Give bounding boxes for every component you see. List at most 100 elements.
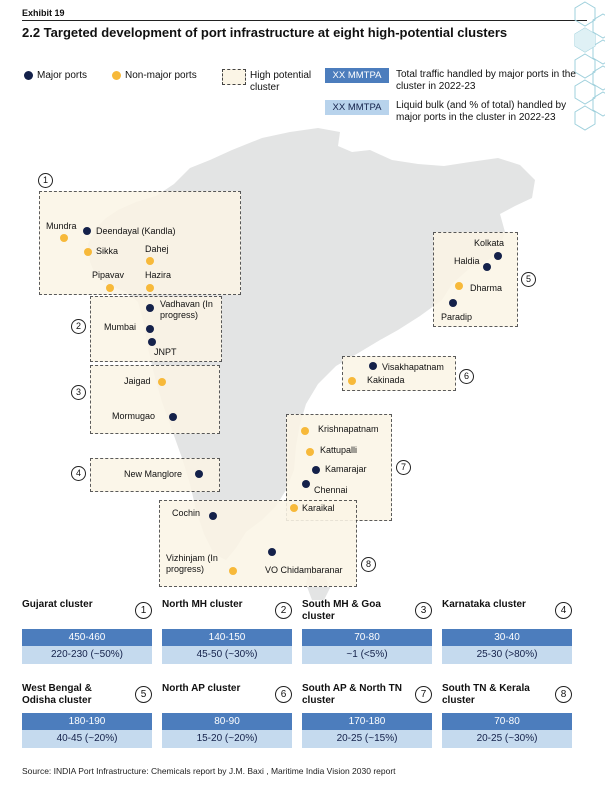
cluster-card-traffic: 80-90	[162, 713, 292, 730]
cluster-card-bulk: 45-50 (~30%)	[162, 646, 292, 664]
port-dot-kolkata[interactable]	[494, 252, 502, 260]
cluster-card-name: Gujarat cluster	[22, 599, 93, 610]
port-dot-krishnapatnam[interactable]	[301, 427, 309, 435]
port-label-vadhavan: Vadhavan (In progress)	[160, 299, 213, 320]
port-label-sikka: Sikka	[96, 246, 119, 256]
port-label-haldia: Haldia	[454, 256, 480, 266]
cluster-card-bulk: 15-20 (~20%)	[162, 730, 292, 748]
legend-bulk-tag: XX MMTPA	[325, 100, 389, 115]
cluster-box-4	[90, 458, 220, 492]
port-label-visakhapatnam: Visakhapatnam	[382, 362, 444, 372]
cluster-card-2: North MH cluster 2 140-150 45-50 (~30%)	[162, 599, 292, 665]
cluster-box-3	[90, 365, 220, 434]
port-dot-kamarajar[interactable]	[312, 466, 320, 474]
port-dot-dharma[interactable]	[455, 282, 463, 290]
port-dot-mormugao[interactable]	[169, 413, 177, 421]
cluster-card-name: North AP cluster	[162, 683, 241, 694]
cluster-card-num: 2	[275, 602, 292, 619]
cluster-card-num: 4	[555, 602, 572, 619]
port-dot-kakinada[interactable]	[348, 377, 356, 385]
port-dot-jnpt[interactable]	[148, 338, 156, 346]
port-label-dahej: Dahej	[145, 244, 169, 254]
major-port-dot-icon	[24, 70, 33, 80]
port-dot-hazira[interactable]	[146, 284, 154, 292]
port-label-paradip: Paradip	[441, 312, 473, 322]
cluster-card-name: West Bengal & Odisha cluster	[22, 683, 92, 706]
port-label-pipavav: Pipavav	[92, 270, 125, 280]
port-label-new-manglore: New Manglore	[124, 469, 183, 479]
port-label-vo-chidambaranar: VO Chidambaranar	[265, 565, 343, 575]
port-dot-vizhinjam[interactable]	[229, 567, 237, 575]
port-dot-paradip[interactable]	[449, 299, 457, 307]
port-dot-kattupalli[interactable]	[306, 448, 314, 456]
port-label-kamarajar: Kamarajar	[325, 464, 367, 474]
cluster-card-8: South TN & Kerala cluster 8 70-80 20-25 …	[442, 683, 572, 749]
port-label-vizhinjam: Vizhinjam (In progress)	[166, 553, 218, 574]
port-dot-sikka[interactable]	[84, 248, 92, 256]
port-dot-new-manglore[interactable]	[195, 470, 203, 478]
port-label-jnpt: JNPT	[154, 347, 177, 357]
legend-cluster-swatch	[222, 69, 246, 85]
port-label-kolkata: Kolkata	[474, 238, 505, 248]
cluster-card-traffic: 450-460	[22, 629, 152, 646]
cluster-card-7: South AP & North TN cluster 7 170-180 20…	[302, 683, 432, 749]
cluster-box-1	[39, 191, 241, 295]
port-dot-pipavav[interactable]	[106, 284, 114, 292]
cluster-card-traffic: 180-190	[22, 713, 152, 730]
legend-traffic-desc: Total traffic handled by major ports in …	[396, 69, 576, 92]
cluster-card-5: West Bengal & Odisha cluster 5 180-190 4…	[22, 683, 152, 749]
cluster-card-bulk: 20-25 (~30%)	[442, 730, 572, 748]
port-dot-chennai[interactable]	[302, 480, 310, 488]
port-dot-cochin[interactable]	[209, 512, 217, 520]
cluster-card-num: 7	[415, 686, 432, 703]
cluster-card-bulk: 20-25 (~15%)	[302, 730, 432, 748]
cluster-card-num: 6	[275, 686, 292, 703]
cluster-box-6	[342, 356, 456, 391]
cluster-card-name: Karnataka cluster	[442, 599, 526, 610]
port-label-deendayal: Deendayal (Kandla)	[96, 226, 176, 236]
port-label-jaigad: Jaigad	[124, 376, 151, 386]
cluster-card-traffic: 140-150	[162, 629, 292, 646]
map-cluster-num-2: 2	[71, 319, 86, 334]
legend-major-label: Major ports	[37, 70, 88, 81]
cluster-card-bulk: 25-30 (>80%)	[442, 646, 572, 664]
cluster-card-name: North MH cluster	[162, 599, 243, 610]
exhibit-label: Exhibit 19	[22, 8, 65, 18]
map-cluster-num-1: 1	[38, 173, 53, 188]
port-label-mormugao: Mormugao	[112, 411, 156, 421]
legend-traffic-tag: XX MMTPA	[325, 68, 389, 83]
port-dot-deendayal[interactable]	[83, 227, 91, 235]
cluster-card-3: South MH & Goa cluster 3 70-80 ~1 (<5%)	[302, 599, 432, 665]
source-note: Source: INDIA Port Infrastructure: Chemi…	[22, 766, 396, 776]
port-label-krishnapatnam: Krishnapatnam	[318, 424, 379, 434]
port-dot-mundra[interactable]	[60, 234, 68, 242]
cluster-card-name: South AP & North TN cluster	[302, 683, 402, 706]
port-dot-visakhapatnam[interactable]	[369, 362, 377, 370]
map-cluster-num-3: 3	[71, 385, 86, 400]
port-dot-mumbai[interactable]	[146, 325, 154, 333]
port-label-mundra: Mundra	[46, 221, 77, 231]
port-dot-jaigad[interactable]	[158, 378, 166, 386]
cluster-card-name: South MH & Goa cluster	[302, 599, 381, 622]
port-label-cochin: Cochin	[172, 508, 201, 518]
map-cluster-num-4: 4	[71, 466, 86, 481]
port-label-karaikal: Karaikal	[302, 503, 335, 513]
port-dot-dahej[interactable]	[146, 257, 154, 265]
map-cluster-num-7: 7	[396, 460, 411, 475]
legend-non-major-label: Non-major ports	[125, 70, 197, 81]
cluster-card-traffic: 30-40	[442, 629, 572, 646]
cluster-card-traffic: 70-80	[302, 629, 432, 646]
port-label-dharma: Dharma	[470, 283, 503, 293]
cluster-box-2	[90, 296, 222, 362]
cluster-card-bulk: 220-230 (~50%)	[22, 646, 152, 664]
legend-bulk-desc: Liquid bulk (and % of total) handled by …	[396, 100, 567, 123]
cluster-card-4: Karnataka cluster 4 30-40 25-30 (>80%)	[442, 599, 572, 665]
cluster-card-num: 3	[415, 602, 432, 619]
port-dot-vo-chidambaranar[interactable]	[268, 548, 276, 556]
non-major-port-dot-icon	[112, 70, 121, 80]
port-dot-haldia[interactable]	[483, 263, 491, 271]
cluster-card-num: 5	[135, 686, 152, 703]
port-dot-karaikal[interactable]	[290, 504, 298, 512]
port-dot-vadhavan[interactable]	[146, 304, 154, 312]
cluster-box-5	[433, 232, 518, 327]
